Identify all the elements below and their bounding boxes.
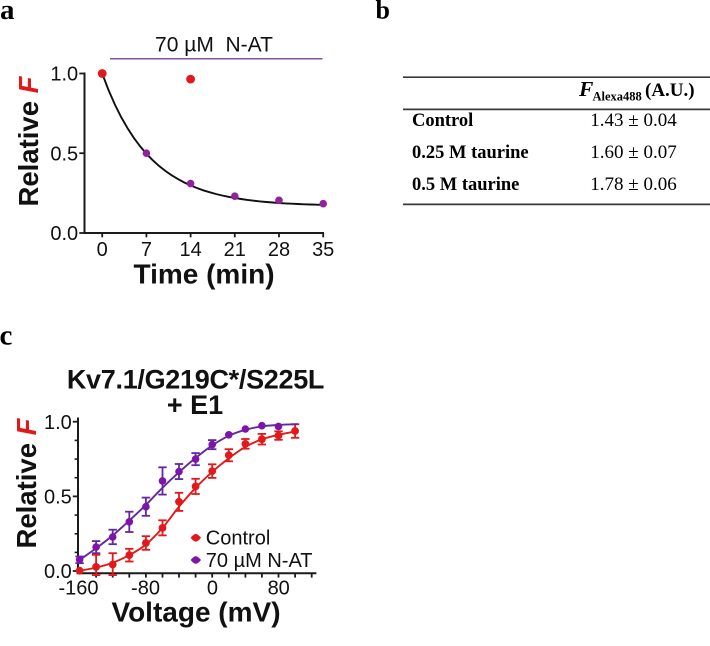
svg-text:Voltage (mV): Voltage (mV)	[111, 597, 280, 628]
svg-text:0.5: 0.5	[44, 487, 72, 509]
svg-text:0.5 M taurine: 0.5 M taurine	[412, 175, 519, 195]
svg-text:7: 7	[141, 239, 152, 261]
svg-text:0: 0	[97, 239, 108, 261]
svg-text:Time (min): Time (min)	[133, 259, 274, 290]
svg-text:0.0: 0.0	[50, 223, 78, 245]
svg-text:35: 35	[312, 239, 334, 261]
svg-text:Control: Control	[206, 528, 270, 550]
svg-text:1.43 ± 0.04: 1.43 ± 0.04	[590, 110, 677, 131]
svg-text:a: a	[0, 0, 15, 26]
svg-text:1.60 ± 0.07: 1.60 ± 0.07	[590, 142, 676, 163]
svg-text:21: 21	[224, 239, 246, 261]
svg-text:0: 0	[207, 577, 218, 599]
svg-text:0.0: 0.0	[44, 561, 72, 583]
svg-text:1.0: 1.0	[44, 412, 72, 434]
svg-text:70 µM N-AT: 70 µM N-AT	[206, 550, 313, 572]
svg-text:(A.U.): (A.U.)	[645, 80, 695, 101]
svg-text:1.78 ± 0.06: 1.78 ± 0.06	[590, 174, 676, 195]
svg-text:70 µM N-AT: 70 µM N-AT	[155, 34, 273, 57]
svg-text:Kv7.1/G219C*/S225L: Kv7.1/G219C*/S225L	[67, 365, 324, 395]
svg-text:0.5: 0.5	[50, 143, 78, 165]
svg-text:Relative F: Relative F	[13, 75, 44, 206]
svg-text:28: 28	[268, 239, 290, 261]
svg-text:0.25 M taurine: 0.25 M taurine	[412, 143, 529, 163]
svg-text:F: F	[578, 77, 593, 101]
svg-text:Control: Control	[412, 111, 473, 131]
svg-text:1.0: 1.0	[50, 64, 78, 86]
svg-text:-160: -160	[58, 577, 98, 599]
svg-text:80: 80	[268, 577, 290, 599]
svg-text:Relative F: Relative F	[11, 417, 42, 548]
svg-text:-80: -80	[131, 577, 160, 599]
svg-text:Alexa488: Alexa488	[593, 90, 642, 104]
svg-text:+ E1: + E1	[167, 390, 223, 420]
svg-text:c: c	[0, 320, 13, 352]
svg-text:14: 14	[179, 239, 201, 261]
svg-text:b: b	[376, 0, 390, 24]
